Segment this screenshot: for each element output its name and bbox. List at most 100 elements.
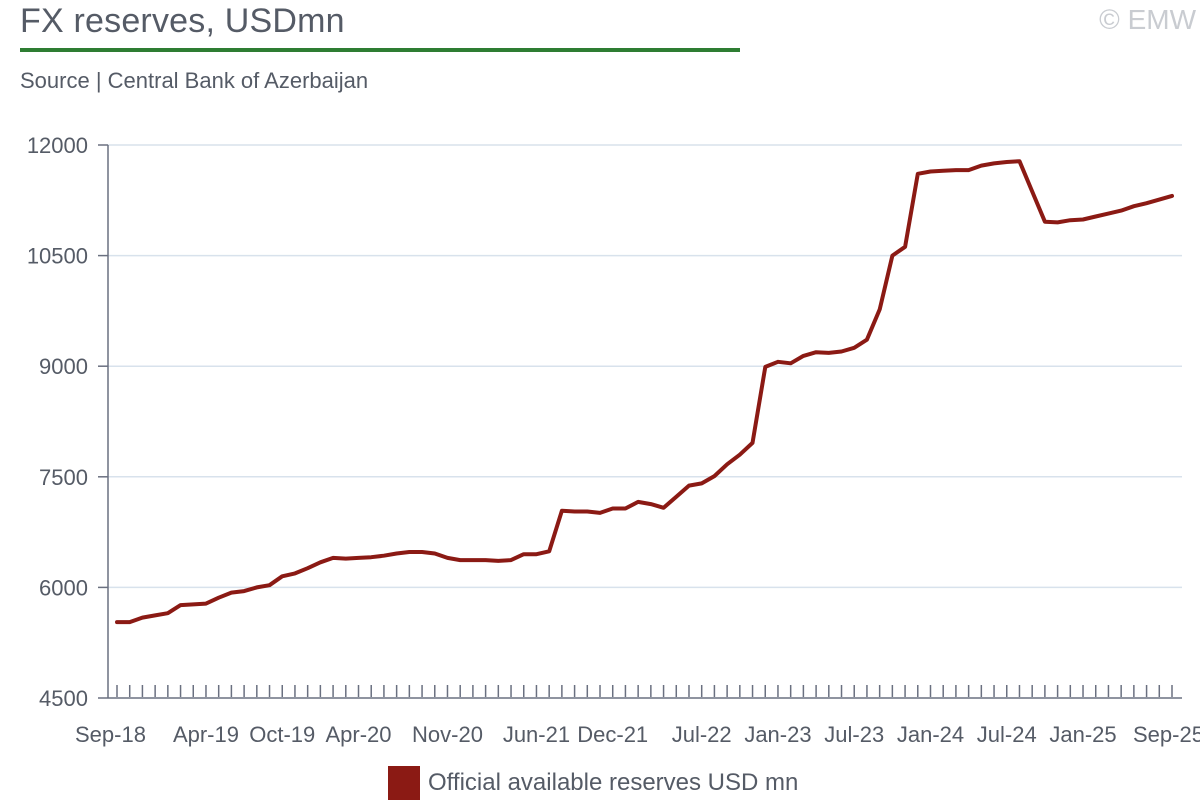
data-point <box>890 254 894 258</box>
data-point <box>115 620 119 624</box>
x-tick-label: Oct-19 <box>249 722 315 747</box>
data-point <box>903 245 907 249</box>
series-line-official-reserves <box>115 159 1174 625</box>
data-point <box>496 559 500 563</box>
data-point <box>534 552 538 556</box>
data-point <box>128 620 132 624</box>
data-point <box>573 509 577 513</box>
axes: 4500 6000 7500 9000 10500 12000 Sep-18 Apr-19 Oc… <box>27 133 1200 747</box>
x-tick-label: Apr-20 <box>325 722 391 747</box>
data-point <box>712 474 716 478</box>
y-tick-label: 12000 <box>27 133 88 158</box>
data-point <box>560 509 564 513</box>
data-point <box>522 552 526 556</box>
data-point <box>509 558 513 562</box>
y-tick-label: 4500 <box>39 686 88 711</box>
data-point <box>636 500 640 504</box>
data-point <box>1106 212 1110 216</box>
y-tick-label: 6000 <box>39 575 88 600</box>
data-point <box>166 611 170 615</box>
data-point <box>1081 217 1085 221</box>
series-layer <box>115 159 1174 625</box>
data-point <box>204 602 208 606</box>
data-point <box>268 583 272 587</box>
data-point <box>1043 220 1047 224</box>
data-point <box>776 360 780 364</box>
data-point <box>471 558 475 562</box>
data-point <box>242 589 246 593</box>
chart-legend: Official available reserves USD mn <box>388 766 798 800</box>
data-point <box>992 161 996 165</box>
y-tick-label: 10500 <box>27 244 88 269</box>
data-point <box>191 602 195 606</box>
y-tick-label: 7500 <box>39 465 88 490</box>
data-point <box>865 338 869 342</box>
gridlines <box>108 144 1182 589</box>
data-point <box>217 596 221 600</box>
data-point <box>458 558 462 562</box>
x-tick-label: Sep-25 <box>1133 722 1200 747</box>
data-point <box>1094 215 1098 219</box>
x-tick-label: Jun-21 <box>503 722 570 747</box>
data-point <box>1005 160 1009 164</box>
legend-label: Official available reserves USD mn <box>428 769 799 796</box>
data-point <box>306 566 310 570</box>
data-point <box>585 509 589 513</box>
data-point <box>280 574 284 578</box>
data-point <box>1056 220 1060 224</box>
data-point <box>484 558 488 562</box>
data-point <box>445 556 449 560</box>
x-tick-label: Jan-23 <box>744 722 811 747</box>
data-point <box>967 168 971 172</box>
data-point <box>598 511 602 515</box>
x-tick-label: Jan-24 <box>897 722 964 747</box>
data-point <box>789 361 793 365</box>
data-point <box>954 168 958 172</box>
data-point <box>140 616 144 620</box>
data-point <box>687 484 691 488</box>
data-point <box>623 507 627 511</box>
x-tick-label: Nov-20 <box>412 722 483 747</box>
data-point <box>649 502 653 506</box>
data-point <box>674 495 678 499</box>
chart-title: FX reserves, USDmn <box>20 2 345 40</box>
data-point <box>1170 194 1174 198</box>
data-point <box>1157 198 1161 202</box>
data-point <box>801 354 805 358</box>
data-point <box>941 169 945 173</box>
data-point <box>1119 209 1123 213</box>
data-point <box>1017 159 1021 163</box>
chart-source: Source | Central Bank of Azerbaijan <box>20 68 369 93</box>
data-point <box>331 556 335 560</box>
data-point <box>1068 218 1072 222</box>
data-point <box>395 551 399 555</box>
data-point <box>725 462 729 466</box>
data-point <box>229 591 233 595</box>
data-point <box>1132 204 1136 208</box>
data-point <box>840 349 844 353</box>
data-point <box>700 481 704 485</box>
data-point <box>1145 201 1149 205</box>
x-tick-label: Jul-23 <box>824 722 884 747</box>
data-point <box>357 556 361 560</box>
copyright-mark: © EMW <box>1099 4 1196 35</box>
data-point <box>420 550 424 554</box>
x-tick-label: Sep-18 <box>75 722 146 747</box>
data-point <box>763 365 767 369</box>
x-tick-label: Jul-22 <box>672 722 732 747</box>
x-tick-label: Jan-25 <box>1049 722 1116 747</box>
data-point <box>255 585 259 589</box>
data-point <box>369 555 373 559</box>
y-tick-label: 9000 <box>39 354 88 379</box>
x-tick-label: Jul-24 <box>977 722 1037 747</box>
data-point <box>916 172 920 176</box>
data-point <box>827 351 831 355</box>
data-point <box>407 550 411 554</box>
data-point <box>293 571 297 575</box>
data-point <box>738 453 742 457</box>
data-point <box>344 557 348 561</box>
title-underline <box>20 48 740 52</box>
data-point <box>382 554 386 558</box>
data-point <box>433 551 437 555</box>
